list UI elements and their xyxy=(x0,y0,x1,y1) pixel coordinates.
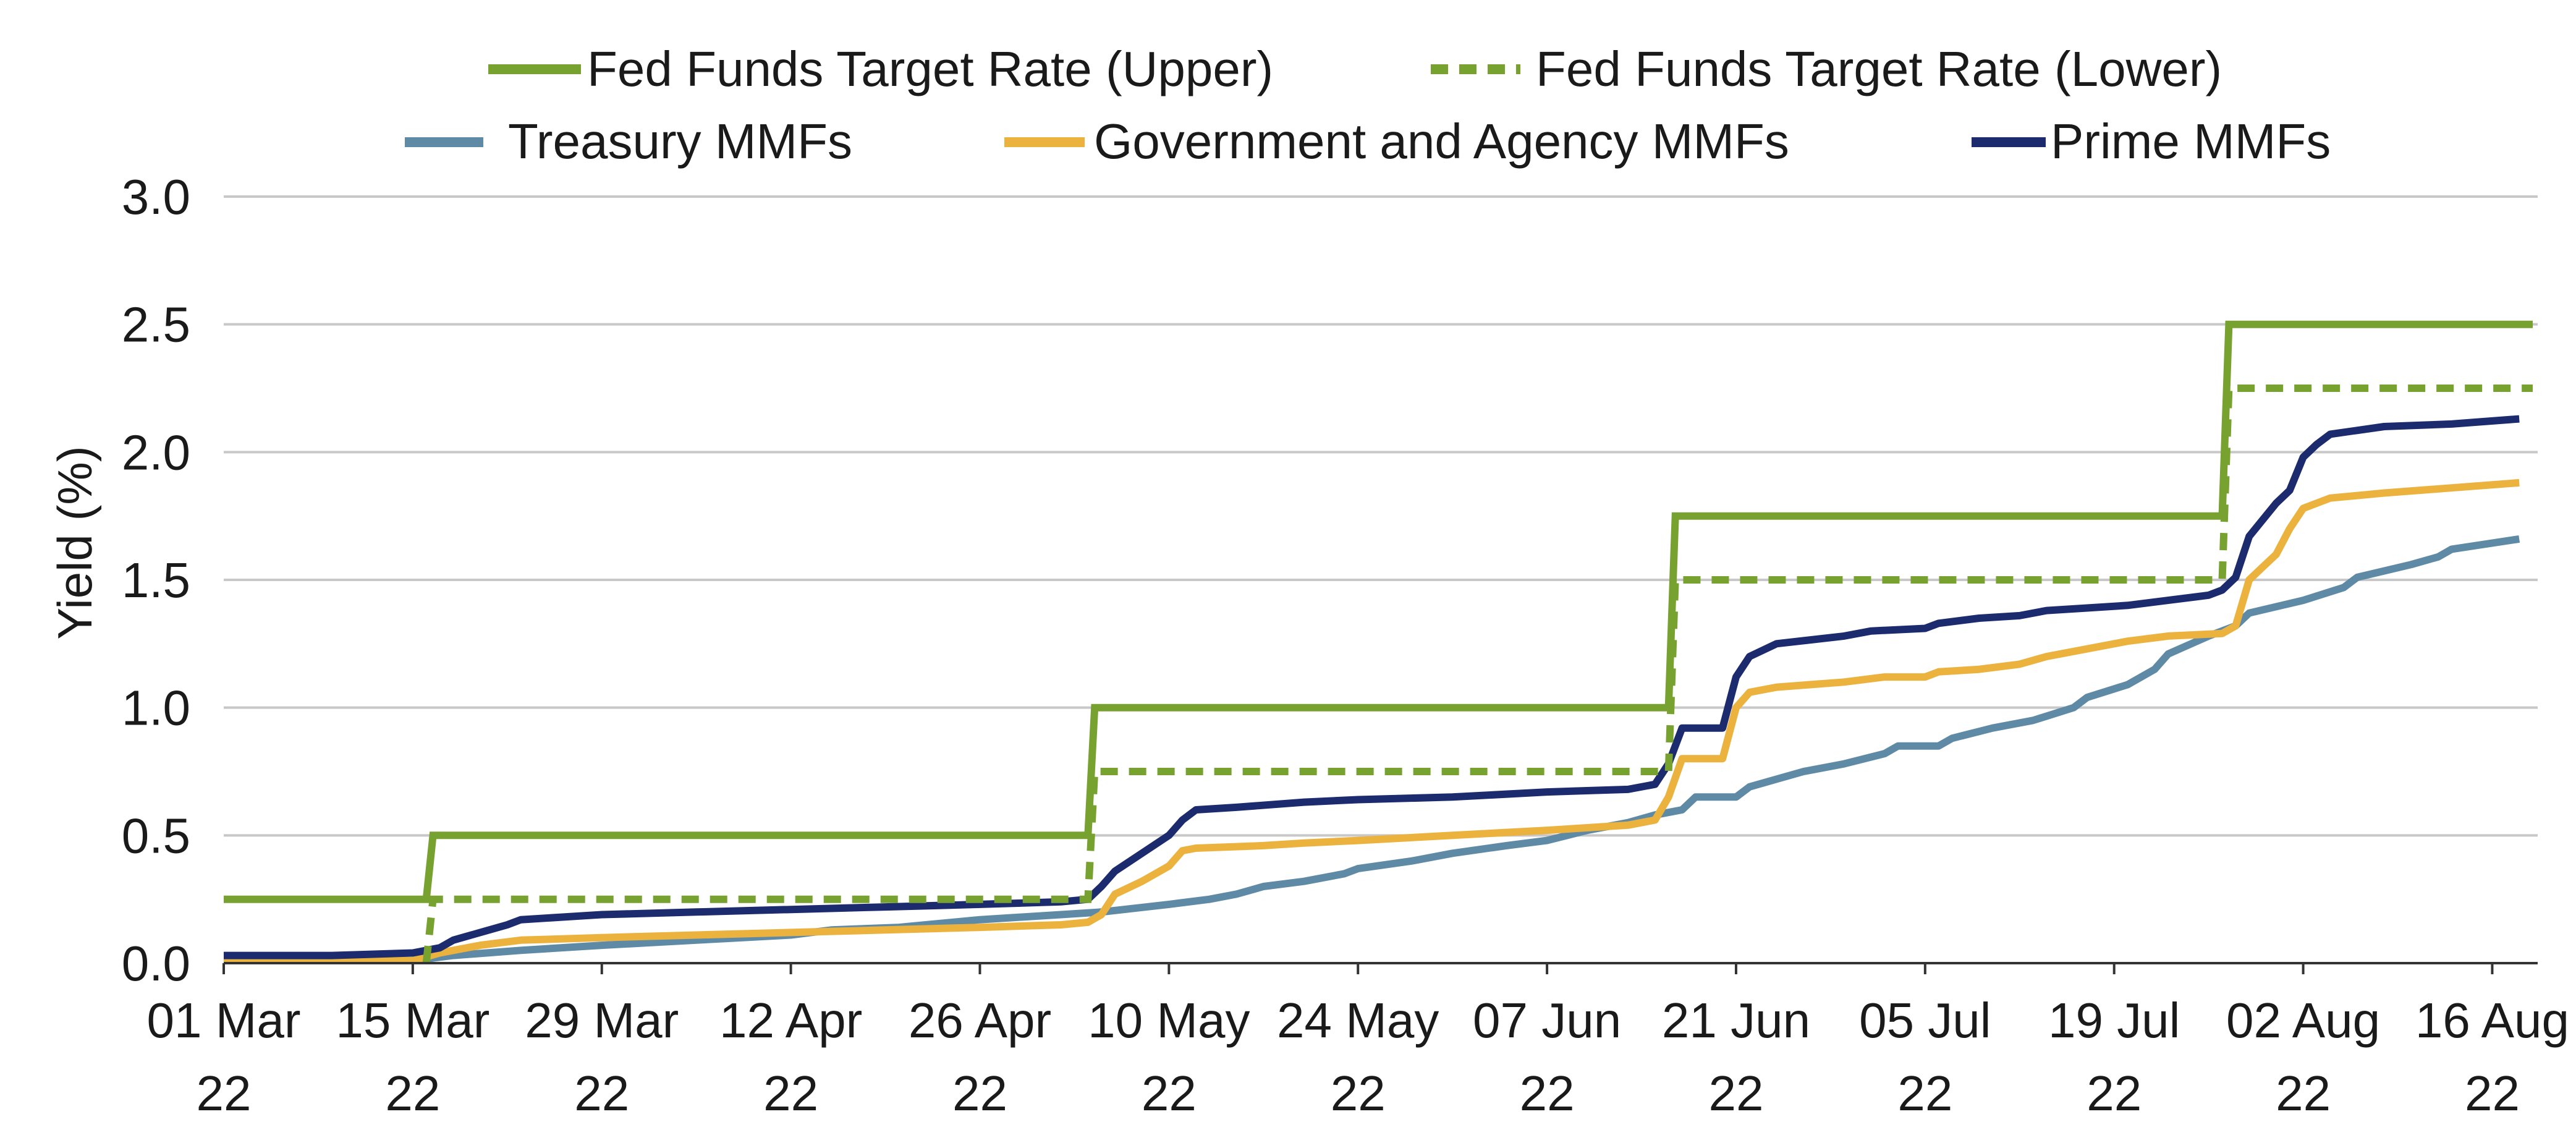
x-tick-label: 02 Aug xyxy=(2226,993,2380,1048)
series-line-fed-funds-target-rate-lower xyxy=(422,385,2533,964)
x-tick-label: 16 Aug xyxy=(2415,993,2569,1048)
x-tick-label: 24 May xyxy=(1277,993,1439,1048)
y-tick-label: 2.0 xyxy=(122,425,190,480)
series-line-prime-mmfs xyxy=(224,415,2520,959)
legend: Fed Funds Target Rate (Upper) Fed Funds … xyxy=(405,41,2331,169)
x-tick-label: 07 Jun xyxy=(1473,993,1621,1048)
y-tick-label: 0.5 xyxy=(122,808,190,863)
x-tick-label-year: 22 xyxy=(952,1066,1007,1121)
x-tick-label-year: 22 xyxy=(763,1066,818,1121)
x-tick-label: 12 Apr xyxy=(719,993,862,1048)
x-tick-label-year: 22 xyxy=(2465,1066,2520,1121)
x-tick-label: 29 Mar xyxy=(525,993,679,1048)
series-layer xyxy=(224,320,2533,964)
x-tick-label-year: 22 xyxy=(2087,1066,2142,1121)
x-tick-label-year: 22 xyxy=(574,1066,629,1121)
y-tick-label: 1.5 xyxy=(122,553,190,608)
x-tick-label-year: 22 xyxy=(385,1066,440,1121)
series-line-government-and-agency-mmfs xyxy=(224,478,2520,964)
x-tick-label-year: 22 xyxy=(2276,1066,2331,1121)
y-axis-ticks: 0.0 0.5 1.0 1.5 2.0 2.5 3.0 xyxy=(122,169,190,991)
legend-label-government: Government and Agency MMFs xyxy=(1094,114,1789,169)
legend-label-fed-upper: Fed Funds Target Rate (Upper) xyxy=(587,41,1273,96)
series-line-fed-funds-target-rate-upper xyxy=(224,320,2533,903)
x-tick-label: 01 Mar xyxy=(147,993,301,1048)
x-tick-label-year: 22 xyxy=(1708,1066,1763,1121)
y-tick-label: 1.0 xyxy=(122,681,190,736)
y-tick-label: 0.0 xyxy=(122,936,190,991)
legend-label-fed-lower: Fed Funds Target Rate (Lower) xyxy=(1536,41,2222,96)
x-axis-ticks: 01 Mar 22 15 Mar 22 29 Mar 22 12 Apr 22 26 Apr 22… xyxy=(147,963,2569,1121)
x-tick-label-year: 22 xyxy=(1331,1066,1386,1121)
y-tick-label: 2.5 xyxy=(122,297,190,352)
x-tick-label: 26 Apr xyxy=(909,993,1051,1048)
legend-label-prime: Prime MMFs xyxy=(2051,114,2331,169)
y-axis-title: Yield (%) xyxy=(48,446,102,640)
x-tick-label: 21 Jun xyxy=(1662,993,1810,1048)
legend-label-treasury: Treasury MMFs xyxy=(508,114,852,169)
x-tick-label: 19 Jul xyxy=(2048,993,2180,1048)
y-tick-label: 3.0 xyxy=(122,169,190,224)
x-tick-label-year: 22 xyxy=(1897,1066,1952,1121)
x-tick-label: 10 May xyxy=(1088,993,1250,1048)
x-tick-label: 05 Jul xyxy=(1859,993,1991,1048)
x-tick-label-year: 22 xyxy=(197,1066,252,1121)
x-tick-label-year: 22 xyxy=(1142,1066,1197,1121)
x-tick-label-year: 22 xyxy=(1520,1066,1575,1121)
x-tick-label: 15 Mar xyxy=(336,993,489,1048)
